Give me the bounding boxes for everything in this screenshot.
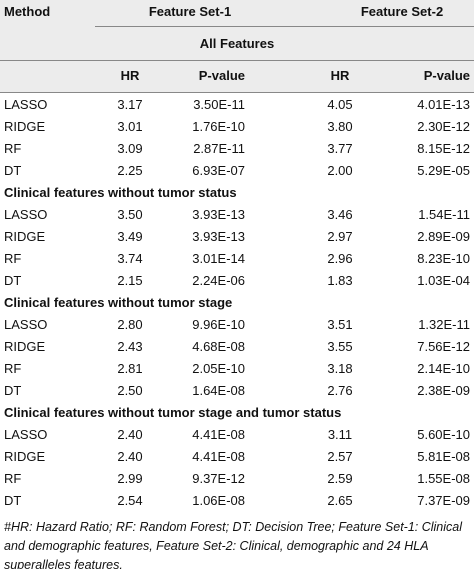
value-cell: 2.89E-09 [417, 229, 470, 244]
value-cell: 8.15E-12 [417, 141, 470, 156]
value-cell: 1.54E-11 [418, 207, 470, 222]
method-cell: LASSO [4, 97, 48, 112]
value-cell: 2.50 [117, 383, 143, 398]
value-cell: 4.41E-08 [192, 427, 245, 442]
value-cell: 3.01E-14 [192, 251, 245, 266]
subheader: HR [330, 68, 350, 83]
value-cell: 2.30E-12 [417, 119, 470, 134]
value-cell: 2.99 [117, 471, 143, 486]
value-cell: 3.93E-13 [192, 207, 245, 222]
method-cell: RIDGE [4, 229, 46, 244]
value-cell: 2.57 [327, 449, 353, 464]
section-title: All Features [199, 36, 275, 51]
method-cell: LASSO [4, 317, 48, 332]
value-cell: 4.41E-08 [192, 449, 245, 464]
value-cell: 2.87E-11 [193, 141, 245, 156]
value-cell: 3.74 [117, 251, 143, 266]
value-cell: 1.32E-11 [418, 317, 470, 332]
subheader: HR [120, 68, 140, 83]
value-cell: 3.51 [327, 317, 353, 332]
value-cell: 1.64E-08 [192, 383, 245, 398]
value-cell: 4.01E-13 [417, 97, 470, 112]
group-title: Clinical features without tumor stage [4, 295, 233, 310]
method-cell: DT [4, 383, 22, 398]
value-cell: 3.18 [327, 361, 353, 376]
header-rule [0, 60, 474, 61]
value-cell: 3.17 [117, 97, 143, 112]
method-cell: RF [4, 251, 22, 266]
value-cell: 4.05 [327, 97, 353, 112]
value-cell: 2.59 [327, 471, 353, 486]
value-cell: 8.23E-10 [417, 251, 470, 266]
value-cell: 1.06E-08 [192, 493, 245, 508]
value-cell: 3.50E-11 [193, 97, 245, 112]
value-cell: 3.46 [327, 207, 353, 222]
value-cell: 2.38E-09 [417, 383, 470, 398]
header-rule [95, 26, 474, 27]
method-cell: RIDGE [4, 339, 46, 354]
method-cell: LASSO [4, 207, 48, 222]
group-title: Clinical features without tumor status [4, 185, 237, 200]
method-cell: RIDGE [4, 119, 46, 134]
method-cell: RF [4, 141, 22, 156]
value-cell: 2.05E-10 [192, 361, 245, 376]
column-header: Feature Set-1 [148, 4, 232, 19]
value-cell: 2.96 [327, 251, 353, 266]
value-cell: 7.56E-12 [417, 339, 470, 354]
value-cell: 3.49 [117, 229, 143, 244]
value-cell: 5.60E-10 [417, 427, 470, 442]
value-cell: 2.40 [117, 449, 143, 464]
value-cell: 3.50 [117, 207, 143, 222]
subheader: P-value [198, 68, 245, 83]
value-cell: 3.11 [327, 427, 353, 442]
method-cell: RIDGE [4, 449, 46, 464]
value-cell: 7.37E-09 [417, 493, 470, 508]
value-cell: 2.25 [117, 163, 143, 178]
value-cell: 2.80 [117, 317, 143, 332]
value-cell: 1.76E-10 [192, 119, 245, 134]
value-cell: 3.93E-13 [192, 229, 245, 244]
value-cell: 2.97 [327, 229, 353, 244]
value-cell: 5.81E-08 [417, 449, 470, 464]
value-cell: 2.14E-10 [417, 361, 470, 376]
group-title: Clinical features without tumor stage an… [4, 405, 342, 420]
subheader: P-value [423, 68, 470, 83]
footnote: #HR: Hazard Ratio; RF: Random Forest; DT… [4, 520, 463, 569]
method-cell: RF [4, 471, 22, 486]
value-cell: 1.55E-08 [417, 471, 470, 486]
method-cell: DT [4, 493, 22, 508]
column-header: Method [4, 4, 51, 19]
method-cell: DT [4, 163, 22, 178]
value-cell: 2.00 [327, 163, 353, 178]
value-cell: 9.96E-10 [192, 317, 245, 332]
value-cell: 3.55 [327, 339, 353, 354]
header-rule [0, 92, 474, 93]
value-cell: 9.37E-12 [192, 471, 245, 486]
value-cell: 2.76 [327, 383, 353, 398]
method-cell: RF [4, 361, 22, 376]
value-cell: 3.77 [327, 141, 353, 156]
value-cell: 2.43 [117, 339, 143, 354]
value-cell: 2.24E-06 [192, 273, 245, 288]
value-cell: 2.40 [117, 427, 143, 442]
value-cell: 1.03E-04 [417, 273, 470, 288]
header-background [0, 0, 474, 92]
value-cell: 2.15 [117, 273, 143, 288]
value-cell: 5.29E-05 [417, 163, 470, 178]
value-cell: 2.54 [117, 493, 143, 508]
method-cell: LASSO [4, 427, 48, 442]
value-cell: 3.80 [327, 119, 353, 134]
value-cell: 6.93E-07 [192, 163, 245, 178]
value-cell: 2.65 [327, 493, 353, 508]
method-cell: DT [4, 273, 22, 288]
value-cell: 2.81 [117, 361, 143, 376]
value-cell: 1.83 [327, 273, 353, 288]
column-header: Feature Set-2 [360, 4, 444, 19]
value-cell: 3.01 [117, 119, 143, 134]
value-cell: 3.09 [117, 141, 143, 156]
value-cell: 4.68E-08 [192, 339, 245, 354]
